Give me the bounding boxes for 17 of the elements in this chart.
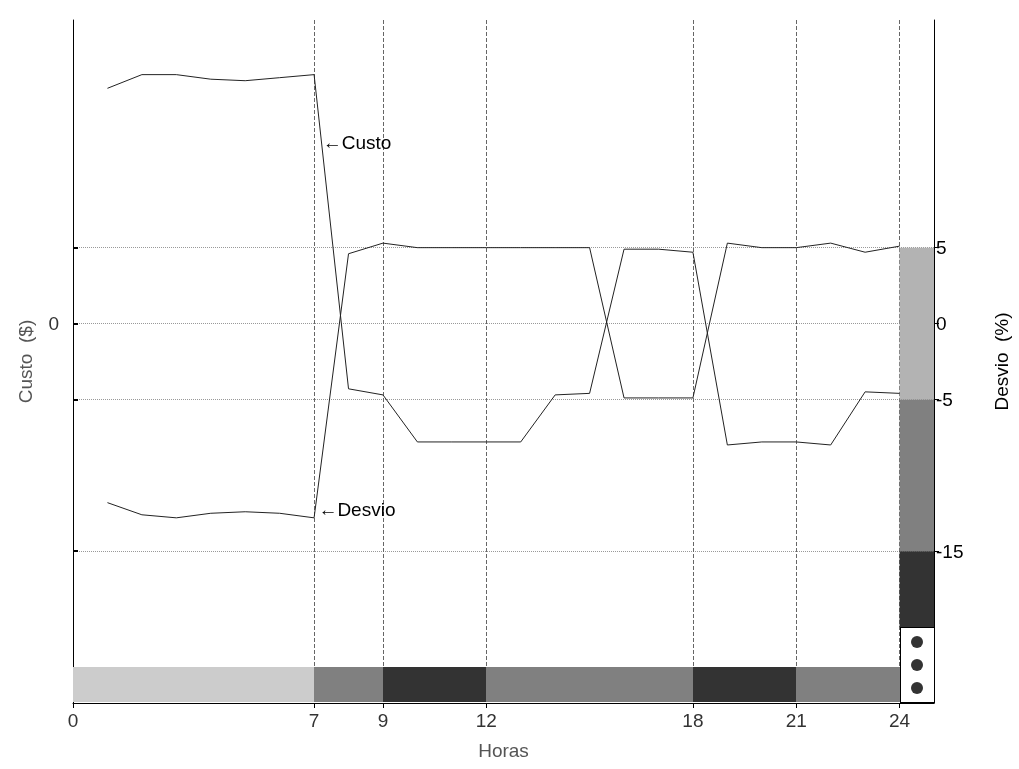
y-axis-title: Custo ($) — [15, 319, 36, 404]
x-tick-label: 7 — [308, 710, 320, 731]
annotation: ←Custo — [322, 132, 392, 154]
y2-tick-label: -15 — [936, 540, 964, 562]
y2-axis-title: Desvio (%) — [991, 312, 1012, 411]
x-tick-label: 0 — [67, 710, 79, 731]
x-tick-label: 9 — [377, 710, 389, 731]
y2-tick-label: 5 — [936, 237, 947, 259]
y2-tick-label: -5 — [936, 388, 953, 410]
y2-tick-label: 0 — [936, 313, 947, 335]
annotation: ←Desvio — [318, 499, 396, 521]
x-axis-title: Horas — [478, 740, 529, 761]
x-tick-label: 21 — [785, 710, 807, 731]
x-tick-label: 12 — [475, 710, 497, 731]
text: 0 — [48, 313, 59, 335]
x-tick-label: 18 — [682, 710, 704, 731]
x-tick-label: 24 — [888, 710, 911, 731]
